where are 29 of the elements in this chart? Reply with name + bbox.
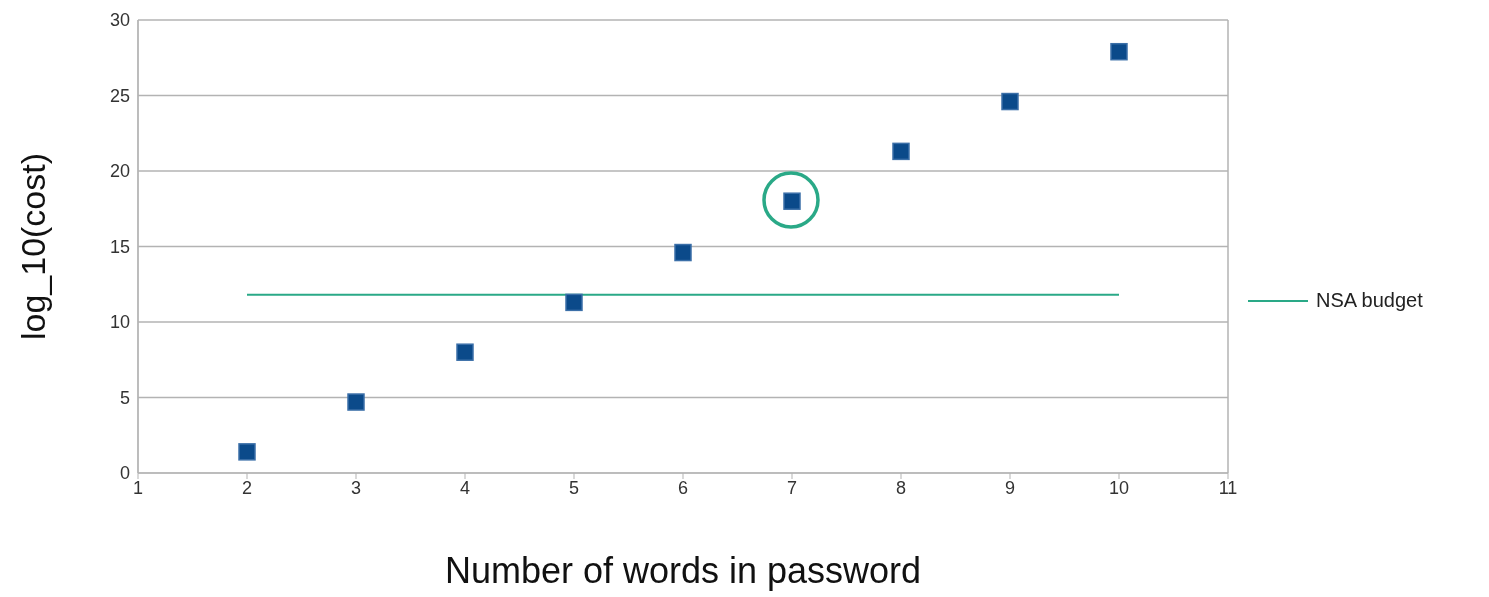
point	[565, 293, 583, 312]
x-tick-label: 1	[132, 477, 144, 498]
x-tick-label: 11	[1218, 477, 1238, 498]
y-tick-label: 15	[109, 236, 130, 257]
x-tick-label: 5	[568, 477, 580, 498]
x-tick-label: 2	[241, 477, 253, 498]
point	[347, 393, 365, 411]
point	[1001, 92, 1019, 111]
y-tick-label: 20	[109, 161, 130, 182]
y-axis-title: log_10(cost)	[14, 152, 53, 341]
point	[456, 343, 474, 361]
x-tick-label: 3	[350, 477, 362, 498]
x-tick-label: 8	[895, 477, 907, 498]
y-tick-label: 0	[119, 463, 130, 484]
y-tick-label: 10	[109, 312, 130, 333]
x-tick-label: 7	[786, 477, 798, 498]
x-tick-label: 6	[677, 477, 689, 498]
legend-label: NSA budget	[1316, 289, 1423, 312]
point	[674, 243, 692, 262]
point	[238, 443, 256, 461]
point	[892, 142, 910, 161]
x-tick-label: 9	[1004, 477, 1016, 498]
x-tick-label: 10	[1108, 477, 1130, 498]
x-tick-label: 4	[459, 477, 471, 498]
y-tick-label: 25	[109, 85, 130, 106]
y-tick-label: 5	[119, 387, 130, 408]
x-axis-title: Number of words in password	[444, 550, 922, 591]
point	[1110, 42, 1128, 61]
y-tick-label: 30	[109, 10, 130, 31]
